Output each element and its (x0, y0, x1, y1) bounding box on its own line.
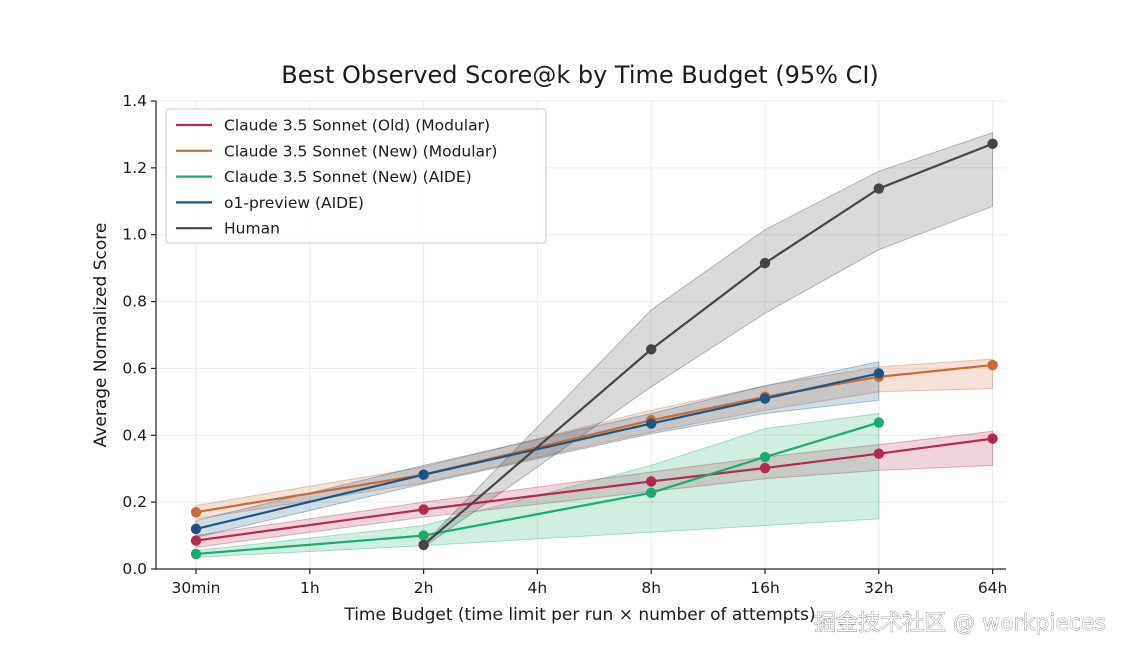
y-tick-label: 0.0 (122, 560, 147, 578)
legend-entry: Human (224, 220, 280, 238)
x-tick-label: 64h (978, 579, 1008, 597)
watermark-text: 掘金技术社区 @ workpieces (814, 611, 1106, 636)
data-point (418, 469, 429, 480)
data-point (759, 257, 771, 269)
legend-entry: Claude 3.5 Sonnet (New) (AIDE) (224, 168, 472, 186)
legend-frame (165, 108, 547, 244)
data-point (987, 433, 998, 444)
data-point (873, 417, 884, 428)
y-tick-label: 1.2 (122, 159, 147, 177)
y-axis-ticks: 0.0 0.2 0.4 0.6 0.8 1.0 1.2 1.4 (122, 92, 156, 578)
y-tick-label: 0.8 (122, 293, 147, 311)
data-point (418, 539, 429, 551)
data-point (873, 448, 884, 459)
y-tick-label: 1.4 (122, 92, 147, 110)
data-point (418, 530, 429, 541)
legend: Claude 3.5 Sonnet (Old) (Modular) Claude … (165, 108, 547, 244)
y-tick-label: 1.0 (122, 226, 147, 244)
legend-entry: Claude 3.5 Sonnet (Old) (Modular) (224, 117, 490, 135)
data-point (873, 183, 884, 194)
chart-title: Best Observed Score@k by Time Budget (95… (281, 61, 879, 89)
data-point (190, 535, 202, 546)
data-point (418, 504, 429, 515)
x-axis-ticks: 30min 1h 2h 4h 8h 16h 32h 64h (172, 569, 1008, 597)
x-tick-label: 4h (528, 579, 548, 597)
x-axis-label: Time Budget (time limit per run × number… (343, 605, 815, 625)
data-point (759, 451, 771, 463)
data-point (646, 344, 657, 355)
x-tick-label: 8h (641, 579, 661, 597)
x-tick-label: 30min (172, 579, 221, 597)
data-point (190, 548, 202, 560)
data-point (190, 523, 202, 535)
data-point (646, 476, 657, 487)
ci-band-2 (195, 412, 880, 558)
x-tick-label: 1h (300, 579, 320, 597)
x-tick-label: 32h (864, 579, 894, 597)
series-points (190, 138, 998, 560)
data-point (646, 418, 657, 429)
x-tick-label: 2h (414, 579, 434, 597)
data-point (987, 359, 998, 371)
y-tick-label: 0.6 (122, 359, 147, 377)
series-line-1 (195, 363, 993, 514)
data-point (759, 462, 771, 474)
legend-entry: o1-preview (AIDE) (224, 194, 364, 212)
data-point (190, 506, 202, 518)
x-tick-label: 16h (750, 579, 780, 597)
data-point (873, 368, 884, 379)
data-point (987, 138, 998, 149)
data-point (646, 487, 657, 498)
legend-entry: Claude 3.5 Sonnet (New) (Modular) (224, 142, 497, 160)
y-tick-label: 0.2 (122, 493, 147, 511)
y-axis-label: Average Normalized Score (91, 223, 111, 448)
data-point (759, 393, 771, 404)
y-tick-label: 0.4 (122, 426, 147, 444)
